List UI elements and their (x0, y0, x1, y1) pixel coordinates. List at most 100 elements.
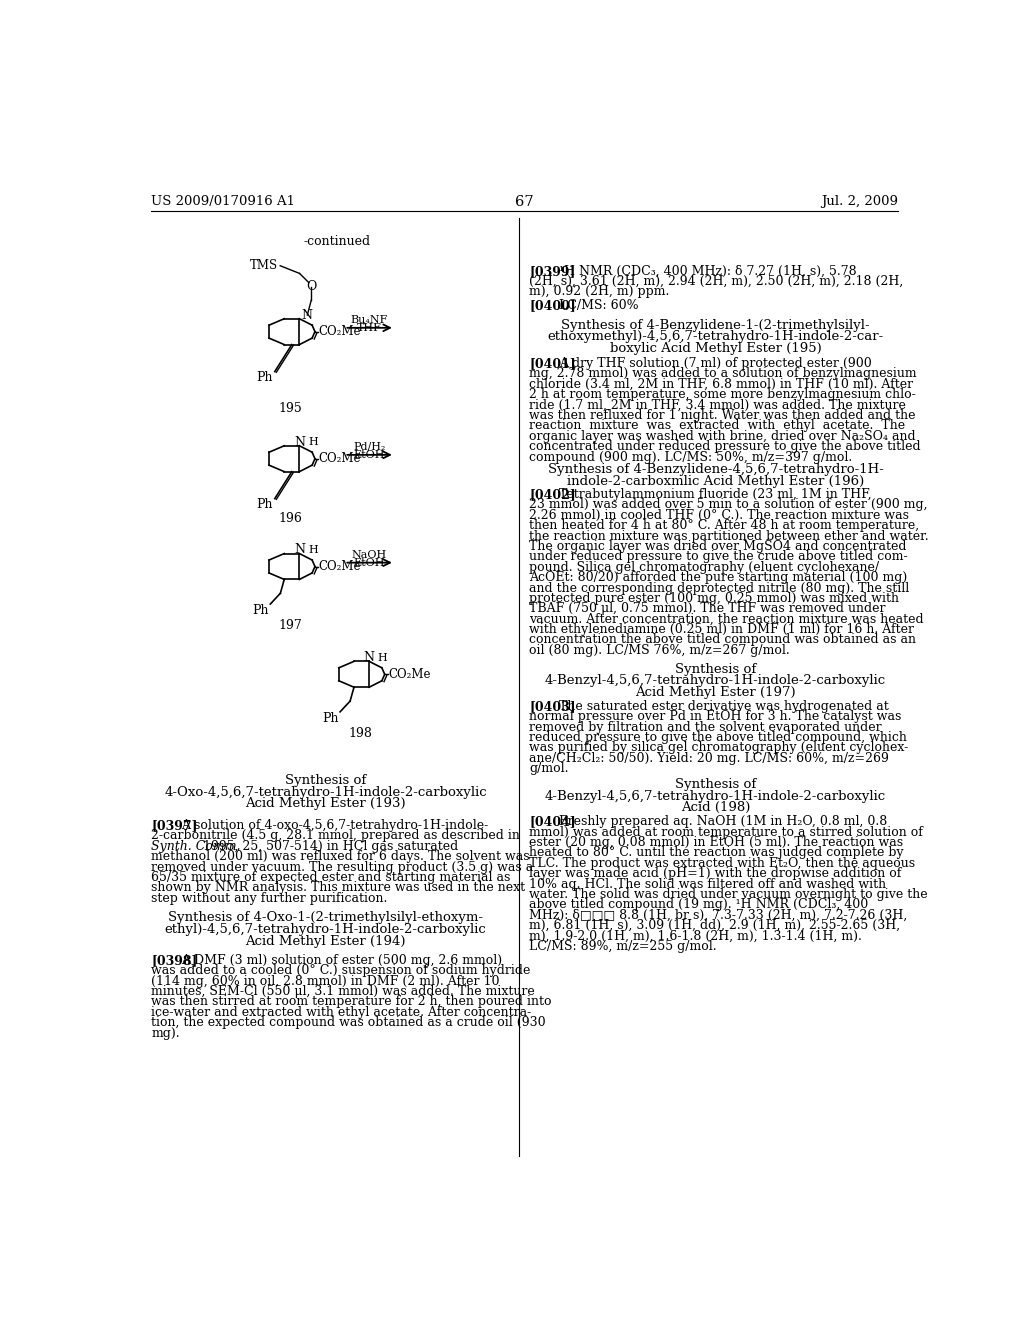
Text: N: N (294, 544, 305, 556)
Text: -continued: -continued (304, 235, 371, 248)
Text: Synthesis of: Synthesis of (675, 779, 756, 791)
Text: A solution of 4-oxo-4,5,6,7-tetrahydro-1H-indole-: A solution of 4-oxo-4,5,6,7-tetrahydro-1… (180, 818, 488, 832)
Text: [0398]: [0398] (152, 954, 198, 966)
Text: A DMF (3 ml) solution of ester (500 mg, 2.6 mmol): A DMF (3 ml) solution of ester (500 mg, … (180, 954, 502, 966)
Text: 65/35 mixture of expected ester and starting material as: 65/35 mixture of expected ester and star… (152, 871, 511, 884)
Text: Synth. Comm.: Synth. Comm. (152, 840, 241, 853)
Text: 198: 198 (348, 727, 373, 741)
Text: 197: 197 (279, 619, 303, 632)
Text: Ph: Ph (252, 603, 268, 616)
Text: H: H (308, 437, 317, 447)
Text: [0399]: [0399] (529, 264, 575, 277)
Text: organic layer was washed with brine, dried over Na₂SO₄ and: organic layer was washed with brine, dri… (529, 430, 916, 442)
Text: CO₂Me: CO₂Me (318, 325, 361, 338)
Text: Tetrabutylammonium fluoride (23 ml, 1M in THF,: Tetrabutylammonium fluoride (23 ml, 1M i… (559, 488, 871, 502)
Text: LC/MS: 89%, m/z=255 g/mol.: LC/MS: 89%, m/z=255 g/mol. (529, 940, 717, 953)
Text: Acid Methyl Ester (197): Acid Methyl Ester (197) (635, 686, 796, 698)
Text: A dry THF solution (7 ml) of protected ester (900: A dry THF solution (7 ml) of protected e… (559, 358, 871, 370)
Text: protected pure ester (100 mg, 0.25 mmol) was mixed with: protected pure ester (100 mg, 0.25 mmol)… (529, 591, 899, 605)
Text: O: O (306, 280, 316, 293)
Text: with ethylenediamine (0.25 ml) in DMF (1 ml) for 16 h. After: with ethylenediamine (0.25 ml) in DMF (1… (529, 623, 914, 636)
Text: NaOH: NaOH (352, 549, 387, 560)
Text: ride (1.7 ml, 2M in THF, 3.4 mmol) was added. The mixture: ride (1.7 ml, 2M in THF, 3.4 mmol) was a… (529, 399, 906, 412)
Text: compound (900 mg). LC/MS: 50%, m/z=397 g/mol.: compound (900 mg). LC/MS: 50%, m/z=397 g… (529, 450, 853, 463)
Text: 4-Benzyl-4,5,6,7-tetrahydro-1H-indole-2-carboxylic: 4-Benzyl-4,5,6,7-tetrahydro-1H-indole-2-… (545, 675, 886, 688)
Text: H: H (378, 652, 388, 663)
Text: m), 6.81 (1H, s), 3.09 (1H, dd), 2.9 (1H, m), 2.55-2.65 (3H,: m), 6.81 (1H, s), 3.09 (1H, dd), 2.9 (1H… (529, 919, 900, 932)
Text: reaction  mixture  was  extracted  with  ethyl  acetate.  The: reaction mixture was extracted with ethy… (529, 420, 905, 433)
Text: [0397]: [0397] (152, 818, 198, 832)
Text: mg, 2.78 mmol) was added to a solution of benzylmagnesium: mg, 2.78 mmol) was added to a solution o… (529, 367, 918, 380)
Text: was purified by silica gel chromatography (eluent cyclohex-: was purified by silica gel chromatograph… (529, 742, 908, 754)
Text: and the corresponding deprotected nitrile (80 mg). The still: and the corresponding deprotected nitril… (529, 582, 909, 594)
Text: was added to a cooled (0° C.) suspension of sodium hydride: was added to a cooled (0° C.) suspension… (152, 964, 530, 977)
Text: MHz): δ□□□ 8.8 (1H, br s), 7.3-7.33 (2H, m), 7.2-7.26 (3H,: MHz): δ□□□ 8.8 (1H, br s), 7.3-7.33 (2H,… (529, 908, 907, 921)
Text: 2.26 mmol) in cooled THF (0° C.). The reaction mixture was: 2.26 mmol) in cooled THF (0° C.). The re… (529, 508, 909, 521)
Text: 2-carbonitrile (4.5 g, 28.1 mmol, prepared as described in: 2-carbonitrile (4.5 g, 28.1 mmol, prepar… (152, 829, 520, 842)
Text: mg).: mg). (152, 1027, 180, 1040)
Text: was then refluxed for 1 night. Water was then added and the: was then refluxed for 1 night. Water was… (529, 409, 915, 422)
Text: 195: 195 (279, 403, 303, 416)
Text: layer was made acid (pH=1) with the dropwise addition of: layer was made acid (pH=1) with the drop… (529, 867, 902, 880)
Text: Synthesis of 4-Benzylidene-1-(2-trimethylsilyl-: Synthesis of 4-Benzylidene-1-(2-trimethy… (561, 318, 869, 331)
Text: pound. Silica gel chromatography (eluent cyclohexane/: pound. Silica gel chromatography (eluent… (529, 561, 880, 574)
Text: Ph: Ph (322, 711, 339, 725)
Text: Synthesis of: Synthesis of (675, 663, 756, 676)
Text: was then stirred at room temperature for 2 h, then poured into: was then stirred at room temperature for… (152, 995, 552, 1008)
Text: concentrated under reduced pressure to give the above titled: concentrated under reduced pressure to g… (529, 441, 921, 453)
Text: TLC. The product was extracted with Et₂O, then the aqueous: TLC. The product was extracted with Et₂O… (529, 857, 915, 870)
Text: CO₂Me: CO₂Me (388, 668, 431, 681)
Text: indole-2-carboxmlic Acid Methyl Ester (196): indole-2-carboxmlic Acid Methyl Ester (1… (567, 475, 864, 488)
Text: removed by filtration and the solvent evaporated under: removed by filtration and the solvent ev… (529, 721, 882, 734)
Text: CO₂Me: CO₂Me (318, 453, 361, 465)
Text: [0401]: [0401] (529, 358, 577, 370)
Text: EtOH: EtOH (354, 450, 385, 461)
Text: boxylic Acid Methyl Ester (195): boxylic Acid Methyl Ester (195) (609, 342, 821, 355)
Text: AcOEt: 80/20) afforded the pure starting material (100 mg): AcOEt: 80/20) afforded the pure starting… (529, 572, 907, 585)
Text: water. The solid was dried under vacuum overnight to give the: water. The solid was dried under vacuum … (529, 888, 928, 902)
Text: chloride (3.4 ml, 2M in THF, 6.8 mmol) in THF (10 ml). After: chloride (3.4 ml, 2M in THF, 6.8 mmol) i… (529, 378, 913, 391)
Text: m), 1.9-2.0 (1H, m), 1.6-1.8 (2H, m), 1.3-1.4 (1H, m).: m), 1.9-2.0 (1H, m), 1.6-1.8 (2H, m), 1.… (529, 929, 862, 942)
Text: Pd/H₂: Pd/H₂ (353, 442, 386, 451)
Text: removed under vacuum. The resulting product (3.5 g) was a: removed under vacuum. The resulting prod… (152, 861, 534, 874)
Text: vacuum. After concentration, the reaction mixture was heated: vacuum. After concentration, the reactio… (529, 612, 924, 626)
Text: m), 0.92 (2H, m) ppm.: m), 0.92 (2H, m) ppm. (529, 285, 670, 298)
Text: 23 mmol) was added over 5 min to a solution of ester (900 mg,: 23 mmol) was added over 5 min to a solut… (529, 499, 928, 511)
Text: [0403]: [0403] (529, 700, 577, 713)
Text: Acid Methyl Ester (194): Acid Methyl Ester (194) (246, 935, 406, 948)
Text: Jul. 2, 2009: Jul. 2, 2009 (821, 195, 898, 209)
Text: 4-Oxo-4,5,6,7-tetrahydro-1H-indole-2-carboxylic: 4-Oxo-4,5,6,7-tetrahydro-1H-indole-2-car… (164, 785, 487, 799)
Text: then heated for 4 h at 80° C. After 48 h at room temperature,: then heated for 4 h at 80° C. After 48 h… (529, 519, 920, 532)
Text: TBAF (750 μl, 0.75 mmol). The THF was removed under: TBAF (750 μl, 0.75 mmol). The THF was re… (529, 602, 886, 615)
Text: mmol) was added at room temperature to a stirred solution of: mmol) was added at room temperature to a… (529, 825, 924, 838)
Text: [0402]: [0402] (529, 488, 577, 502)
Text: shown by NMR analysis. This mixture was used in the next: shown by NMR analysis. This mixture was … (152, 882, 525, 895)
Text: Acid (198): Acid (198) (681, 801, 751, 814)
Text: Synthesis of: Synthesis of (285, 775, 367, 788)
Text: H: H (308, 545, 317, 554)
Text: methanol (200 ml) was refluxed for 6 days. The solvent was: methanol (200 ml) was refluxed for 6 day… (152, 850, 529, 863)
Text: [0400]: [0400] (529, 300, 577, 313)
Text: oil (80 mg). LC/MS 76%, m/z=267 g/mol.: oil (80 mg). LC/MS 76%, m/z=267 g/mol. (529, 644, 791, 657)
Text: 67: 67 (515, 195, 535, 210)
Text: minutes, SEM-Cl (550 μl, 3.1 mmol) was added. The mixture: minutes, SEM-Cl (550 μl, 3.1 mmol) was a… (152, 985, 535, 998)
Text: N: N (294, 436, 305, 449)
Text: EtOH: EtOH (354, 558, 385, 568)
Text: 10% aq. HCl. The solid was filtered off and washed with: 10% aq. HCl. The solid was filtered off … (529, 878, 887, 891)
Text: Bu₄NF: Bu₄NF (351, 314, 388, 325)
Text: ester (20 mg, 0.08 mmol) in EtOH (5 ml). The reaction was: ester (20 mg, 0.08 mmol) in EtOH (5 ml).… (529, 836, 903, 849)
Text: Synthesis of 4-Oxo-1-(2-trimethylsilyl-ethoxym-: Synthesis of 4-Oxo-1-(2-trimethylsilyl-e… (168, 911, 483, 924)
Text: N: N (364, 651, 375, 664)
Text: Freshly prepared aq. NaOH (1M in H₂O, 0.8 ml, 0.8: Freshly prepared aq. NaOH (1M in H₂O, 0.… (559, 816, 887, 828)
Text: concentration the above titled compound was obtained as an: concentration the above titled compound … (529, 634, 916, 647)
Text: TMS: TMS (250, 259, 278, 272)
Text: ethyl)-4,5,6,7-tetrahydro-1H-indole-2-carboxylic: ethyl)-4,5,6,7-tetrahydro-1H-indole-2-ca… (165, 923, 486, 936)
Text: LC/MS: 60%: LC/MS: 60% (559, 300, 639, 313)
Text: [0404]: [0404] (529, 816, 577, 828)
Text: the reaction mixture was partitioned between ether and water.: the reaction mixture was partitioned bet… (529, 529, 929, 543)
Text: THF: THF (357, 323, 382, 333)
Text: Ph: Ph (257, 371, 273, 384)
Text: ane/CH₂Cl₂: 50/50). Yield: 20 mg. LC/MS: 60%, m/z=269: ane/CH₂Cl₂: 50/50). Yield: 20 mg. LC/MS:… (529, 751, 889, 764)
Text: CO₂Me: CO₂Me (318, 560, 361, 573)
Text: Acid Methyl Ester (193): Acid Methyl Ester (193) (246, 797, 406, 810)
